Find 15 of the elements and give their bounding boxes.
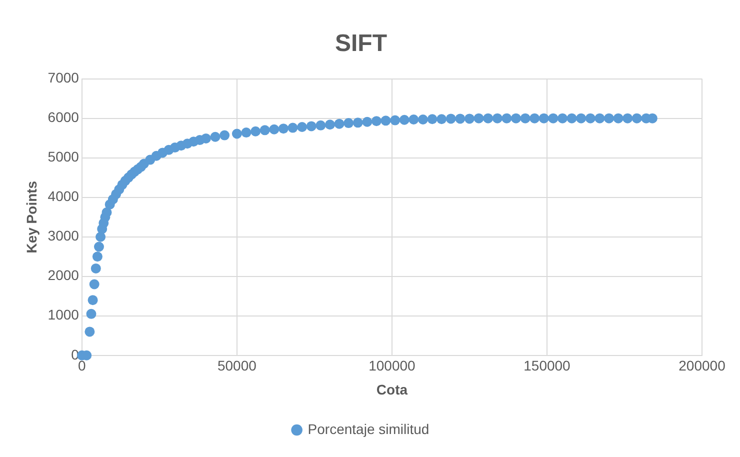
- x-axis-title: Cota: [376, 381, 408, 398]
- x-tick-label: 200000: [678, 358, 726, 374]
- y-tick-label: 4000: [48, 188, 80, 204]
- x-tick-label: 50000: [217, 358, 257, 374]
- legend-label: Porcentaje similitud: [308, 420, 430, 437]
- y-axis-title: Key Points: [23, 180, 40, 254]
- y-tick-label: 2000: [48, 267, 80, 284]
- y-tick-label: 3000: [48, 228, 80, 244]
- y-tick-label: 6000: [48, 109, 80, 126]
- x-tick-label: 150000: [524, 358, 571, 374]
- x-tick-label: 100000: [368, 358, 416, 374]
- y-tick-label: 7000: [48, 70, 80, 86]
- chart-title: SIFT: [335, 30, 388, 58]
- y-tick-label: 1000: [48, 306, 80, 323]
- y-tick-label: 5000: [48, 148, 80, 165]
